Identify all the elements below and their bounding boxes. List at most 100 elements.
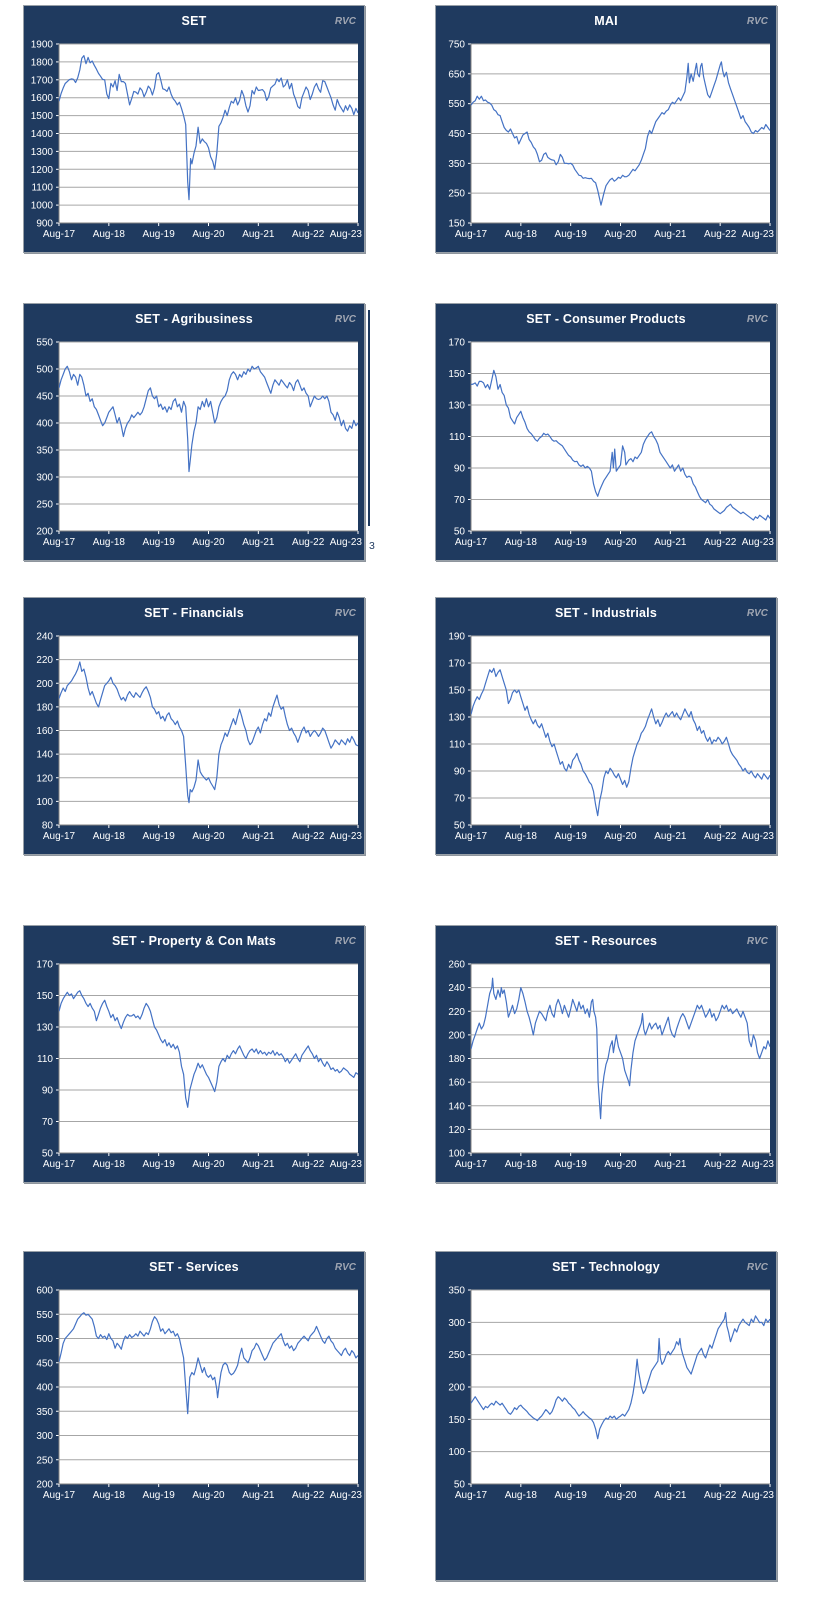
clipped-axis-label: 3: [369, 540, 375, 552]
y-axis-label: 650: [448, 69, 465, 80]
y-axis-label: 130: [448, 401, 465, 412]
y-axis-label: 140: [36, 750, 53, 761]
chart-title: SET - Agribusiness: [135, 312, 253, 326]
y-axis-label: 90: [454, 767, 466, 778]
y-axis-label: 50: [454, 1480, 466, 1491]
series-line: [471, 61, 770, 206]
y-axis-label: 900: [36, 219, 53, 230]
chart-title: SET - Financials: [144, 606, 244, 620]
y-axis-label: 200: [36, 527, 53, 538]
x-axis-label: Aug-22: [292, 537, 325, 548]
y-axis-label: 170: [448, 338, 465, 349]
plot-area: [59, 342, 358, 531]
rvc-watermark: RVC: [746, 608, 768, 619]
line-chart-svg: 150 250 350 450 550 650 750 Aug-17 Aug-18 Aug-19 A…: [448, 40, 774, 241]
y-axis-label: 1500: [31, 111, 54, 122]
chart-card-set-resources: SET - Resources RVC 100 120 140 160 180 200 220 2…: [435, 925, 777, 1183]
y-axis-label: 120: [448, 1125, 465, 1136]
x-axis-label: Aug-17: [455, 1159, 488, 1170]
series-line: [59, 1312, 358, 1415]
y-axis-label: 110: [449, 740, 465, 751]
series-line: [59, 55, 358, 201]
x-axis-label: Aug-21: [242, 537, 275, 548]
rvc-watermark: RVC: [334, 608, 356, 619]
y-axis-label: 110: [37, 1054, 53, 1065]
x-axis-label: Aug-17: [455, 831, 488, 842]
rvc-watermark: RVC: [334, 16, 356, 27]
y-axis-label: 1400: [31, 129, 54, 140]
y-axis-label: 250: [36, 1455, 53, 1466]
x-axis-label: Aug-21: [242, 1490, 275, 1501]
x-axis-label: Aug-23: [330, 1490, 363, 1501]
x-axis-label: Aug-19: [143, 1490, 176, 1501]
rvc-watermark: RVC: [334, 314, 356, 325]
y-axis-label: 150: [448, 219, 465, 230]
x-axis-label: Aug-22: [704, 537, 737, 548]
x-axis-label: Aug-23: [742, 1159, 775, 1170]
y-axis-label: 600: [36, 1286, 53, 1297]
y-axis-label: 130: [448, 713, 465, 724]
x-axis-label: Aug-20: [192, 1159, 225, 1170]
x-axis-label: Aug-18: [93, 1159, 126, 1170]
x-axis-label: Aug-19: [143, 831, 176, 842]
y-axis-label: 50: [454, 821, 466, 832]
series-line: [59, 661, 358, 804]
y-axis-label: 140: [448, 1101, 465, 1112]
y-axis-label: 550: [448, 99, 465, 110]
y-axis-label: 240: [448, 983, 465, 994]
chart-card-mai: MAI RVC 150 250 350 450 550 650 750 Aug-17 Aug-18 A…: [435, 5, 777, 253]
x-axis-label: Aug-23: [330, 1159, 363, 1170]
x-axis-label: Aug-18: [93, 229, 126, 240]
x-axis-label: Aug-18: [93, 1490, 126, 1501]
x-axis-label: Aug-20: [604, 229, 637, 240]
x-axis-label: Aug-19: [555, 831, 588, 842]
x-axis-label: Aug-22: [704, 831, 737, 842]
x-axis-label: Aug-20: [604, 1159, 637, 1170]
y-axis-label: 250: [448, 1350, 465, 1361]
x-axis-label: Aug-19: [555, 1490, 588, 1501]
chart-card-set-industrials: SET - Industrials RVC 50 70 90 110 130 150 170 19…: [435, 597, 777, 855]
y-axis-label: 200: [36, 679, 53, 690]
chart-title: MAI: [594, 14, 618, 28]
x-axis-label: Aug-22: [704, 229, 737, 240]
x-axis-label: Aug-17: [455, 1490, 488, 1501]
y-axis-label: 160: [36, 726, 53, 737]
y-axis-label: 500: [36, 365, 53, 376]
x-axis-label: Aug-17: [43, 831, 76, 842]
y-axis-label: 190: [448, 632, 465, 643]
line-chart-svg: 200 250 300 350 400 450 500 550 Aug-17 Aug-18 Aug-…: [36, 338, 362, 549]
x-axis-label: Aug-20: [604, 1490, 637, 1501]
y-axis-label: 180: [448, 1054, 465, 1065]
chart-card-set-agribusiness: SET - Agribusiness RVC 200 250 300 350 400 450 5…: [23, 303, 365, 561]
rvc-watermark: RVC: [746, 314, 768, 325]
x-axis-label: Aug-21: [242, 831, 275, 842]
x-axis-label: Aug-22: [292, 1159, 325, 1170]
x-axis-label: Aug-22: [292, 229, 325, 240]
x-axis-label: Aug-19: [143, 229, 176, 240]
chart-title: SET - Consumer Products: [526, 312, 686, 326]
y-axis-label: 70: [454, 495, 466, 506]
x-axis-label: Aug-21: [654, 1159, 687, 1170]
line-chart-svg: 100 120 140 160 180 200 220 240 260 Aug-17 Aug-18 A…: [448, 960, 775, 1171]
x-axis-label: Aug-23: [330, 229, 363, 240]
chart-title: SET - Services: [149, 1260, 239, 1274]
x-axis-label: Aug-17: [455, 229, 488, 240]
y-axis-label: 250: [36, 500, 53, 511]
y-axis-label: 1600: [31, 93, 54, 104]
line-chart-svg: 50 70 90 110 130 150 170 190 Aug-17 Aug-18 Aug-19 A…: [448, 632, 774, 843]
y-axis-label: 1900: [31, 40, 54, 51]
chart-title: SET - Property & Con Mats: [111, 934, 277, 948]
chart-title: SET - Industrials: [554, 606, 658, 620]
x-axis-label: Aug-20: [192, 831, 225, 842]
x-axis-label: Aug-18: [505, 229, 538, 240]
series-line: [59, 990, 358, 1108]
y-axis-label: 350: [36, 446, 53, 457]
series-line: [471, 369, 770, 521]
y-axis-label: 1700: [31, 75, 54, 86]
x-axis-label: Aug-18: [505, 1490, 538, 1501]
x-axis-label: Aug-21: [242, 1159, 275, 1170]
x-axis-label: Aug-18: [505, 537, 538, 548]
x-axis-label: Aug-17: [43, 1490, 76, 1501]
y-axis-label: 220: [36, 655, 53, 666]
